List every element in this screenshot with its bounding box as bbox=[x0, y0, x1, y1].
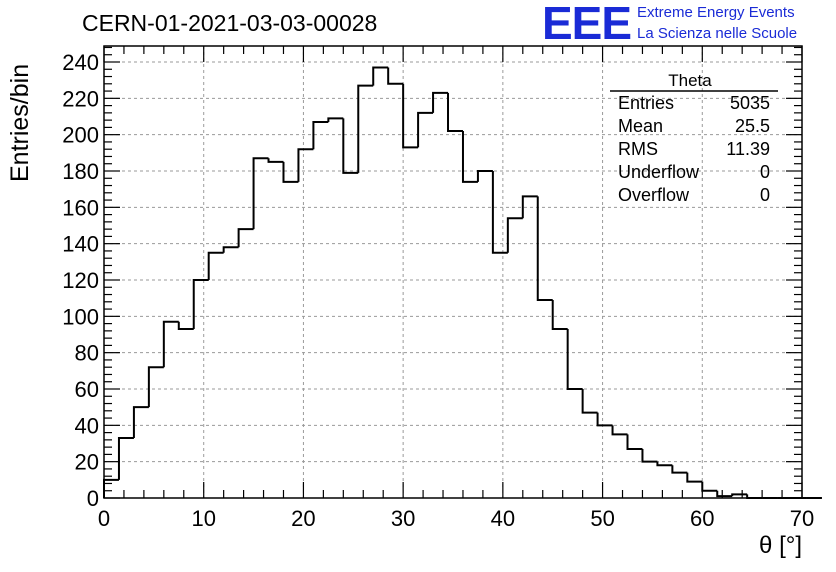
y-tick-label: 60 bbox=[75, 377, 99, 402]
histogram-bin bbox=[447, 92, 463, 133]
histogram-bin bbox=[402, 83, 419, 149]
x-tick-label: 10 bbox=[191, 506, 215, 531]
histogram-bin bbox=[282, 161, 299, 183]
histogram-bin bbox=[731, 493, 748, 497]
histogram-bin bbox=[626, 434, 643, 450]
histogram-bin bbox=[491, 171, 508, 254]
histogram-bin bbox=[357, 84, 374, 173]
x-tick-label: 30 bbox=[391, 506, 415, 531]
histogram-layer bbox=[103, 66, 822, 499]
stat-value-overflow: 0 bbox=[759, 185, 770, 205]
stat-name-mean: Mean bbox=[618, 116, 664, 136]
plot-frame bbox=[103, 45, 803, 499]
y-tick-label: 160 bbox=[62, 195, 99, 220]
y-tick-label: 140 bbox=[62, 232, 99, 257]
histogram-bin bbox=[132, 406, 149, 439]
y-tick-label: 100 bbox=[62, 304, 99, 329]
stat-value-mean: 25.5 bbox=[734, 116, 770, 136]
histogram-bin bbox=[506, 217, 523, 253]
histogram-bin bbox=[147, 366, 164, 408]
histogram-bin bbox=[671, 465, 688, 474]
histogram-bin bbox=[432, 91, 449, 113]
eee-logo: EEE bbox=[542, 0, 632, 49]
y-tick-label: 20 bbox=[75, 450, 99, 475]
y-tick-label: 240 bbox=[62, 50, 99, 75]
y-tick-label: 200 bbox=[62, 123, 99, 148]
histogram-bin bbox=[237, 228, 254, 248]
x-tick-label: 70 bbox=[790, 506, 814, 531]
stat-name-overflow: Overflow bbox=[618, 185, 690, 205]
histogram-bin bbox=[372, 66, 389, 86]
x-tick-label: 20 bbox=[291, 506, 315, 531]
logo-line-2: La Scienza nelle Scuole bbox=[637, 25, 798, 42]
y-tick-label: 120 bbox=[62, 268, 99, 293]
histogram-bin bbox=[252, 157, 269, 230]
logo-line-1: Extreme Energy Events bbox=[637, 4, 795, 21]
grid-layer bbox=[104, 46, 802, 498]
x-tick-label: 0 bbox=[98, 506, 110, 531]
histogram-bin bbox=[312, 120, 329, 150]
histogram-bin bbox=[596, 412, 613, 427]
y-tick-label: 0 bbox=[87, 486, 99, 511]
y-axis-label-text: Entries/bin bbox=[6, 63, 34, 182]
y-tick-label: 80 bbox=[75, 341, 99, 366]
stat-name-underflow: Underflow bbox=[618, 162, 700, 182]
histogram-bin bbox=[656, 461, 673, 467]
histogram-bin bbox=[267, 158, 284, 163]
histogram-bin bbox=[521, 195, 538, 219]
stat-value-entries: 5035 bbox=[729, 93, 770, 113]
stat-name-rms: RMS bbox=[618, 139, 658, 159]
histogram-bin bbox=[536, 196, 553, 301]
stat-name-entries: Entries bbox=[618, 93, 675, 113]
y-axis-label: Entries/bin bbox=[6, 64, 36, 202]
histogram-bin bbox=[387, 67, 404, 85]
histogram-bin bbox=[117, 437, 134, 480]
histogram-bin bbox=[566, 329, 583, 390]
x-axis-label: θ [°] bbox=[759, 532, 802, 559]
histogram-bin bbox=[297, 148, 314, 182]
x-tick-label: 60 bbox=[690, 506, 714, 531]
histogram-bin bbox=[417, 111, 434, 148]
y-tick-label: 220 bbox=[62, 86, 99, 111]
y-tick-label: 180 bbox=[62, 159, 99, 184]
histogram-bin bbox=[177, 321, 194, 331]
stat-value-underflow: 0 bbox=[759, 162, 770, 182]
histogram-bin bbox=[686, 472, 703, 483]
y-tick-label: 40 bbox=[75, 413, 99, 438]
histogram-bin bbox=[461, 131, 478, 183]
histogram-bin bbox=[327, 117, 344, 122]
histogram-bin bbox=[716, 490, 733, 498]
histogram-bin bbox=[222, 246, 239, 253]
histogram-bin bbox=[611, 425, 628, 436]
histogram-bin bbox=[701, 481, 718, 492]
histogram-bin bbox=[342, 118, 359, 174]
x-tick-label: 50 bbox=[590, 506, 614, 531]
histogram-bin bbox=[551, 299, 568, 331]
histogram-bin bbox=[476, 170, 493, 182]
x-tick-label: 40 bbox=[491, 506, 515, 531]
histogram-bin bbox=[207, 251, 224, 280]
histogram-bin bbox=[162, 320, 179, 368]
chart-title: CERN-01-2021-03-03-00028 bbox=[82, 10, 378, 36]
stats-title: Theta bbox=[668, 71, 712, 90]
axis-layer: 0 10 20 30 40 50 60 70 0 20 40 60 80 100 120 140 160 180 2… bbox=[62, 45, 814, 531]
stat-value-rms: 11.39 bbox=[726, 139, 770, 159]
histogram-bin bbox=[581, 389, 598, 414]
histogram-bin bbox=[192, 279, 209, 330]
histogram-bin bbox=[103, 478, 119, 498]
histogram-bin bbox=[641, 448, 658, 463]
